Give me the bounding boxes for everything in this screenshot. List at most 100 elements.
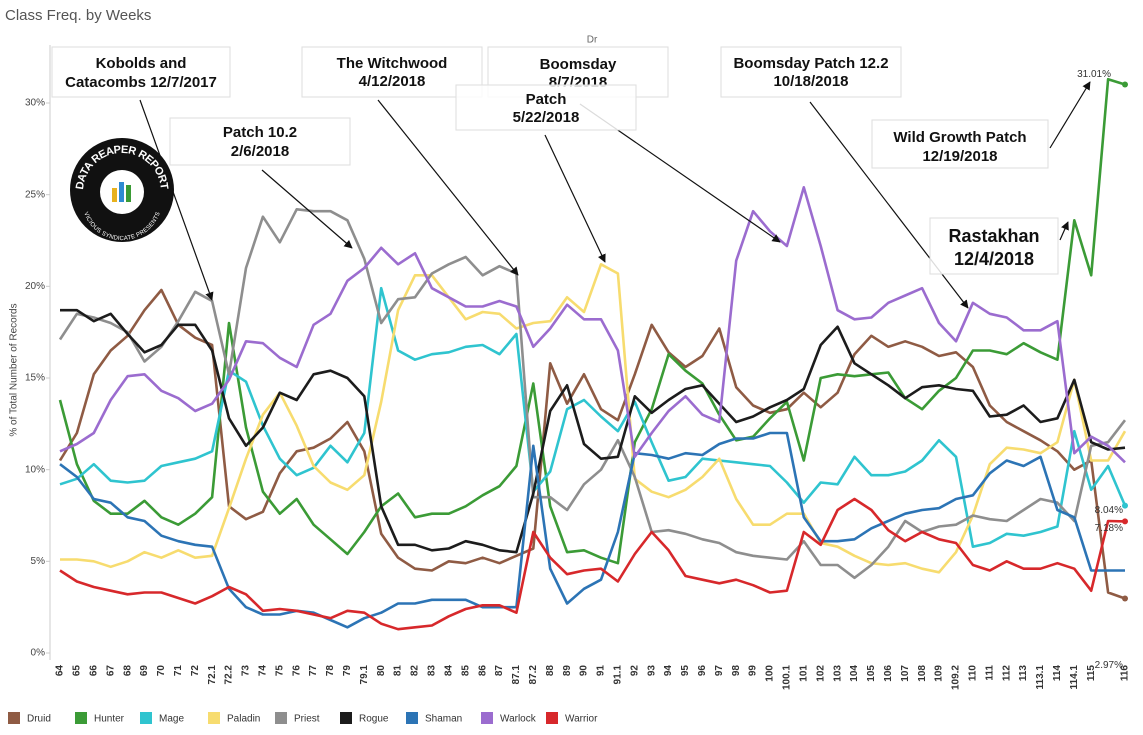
x-tick-label: 109.2 — [951, 665, 962, 690]
x-tick-label: 72.2 — [224, 665, 235, 685]
series-line — [59, 286, 1127, 548]
annotation-text: The Witchwood — [337, 55, 448, 72]
x-tick-label: 66 — [88, 665, 99, 677]
legend-swatch — [75, 712, 87, 724]
x-tick-label: 97 — [714, 665, 725, 677]
logo-bar — [126, 185, 131, 202]
x-tick-label: 91 — [596, 665, 607, 677]
annotation-text: 4/12/2018 — [359, 73, 426, 90]
x-tick-label: 100.1 — [782, 665, 793, 690]
x-tick-label: 114.1 — [1069, 665, 1080, 690]
x-tick-label: 87.1 — [511, 665, 522, 685]
x-tick-label: 82 — [410, 665, 421, 677]
legend-swatch — [340, 712, 352, 724]
series-line — [59, 497, 1126, 631]
legend-label: Rogue — [359, 714, 389, 725]
x-tick-label: 95 — [680, 665, 691, 677]
annotation-text: Catacombs 12/7/2017 — [65, 74, 217, 91]
x-tick-label: 105 — [866, 665, 877, 682]
value-label: 31.01% — [1077, 69, 1111, 80]
x-tick-label: 72.1 — [207, 665, 218, 685]
legend-label: Druid — [27, 714, 51, 725]
x-tick-label: 109 — [934, 665, 945, 682]
x-tick-label: 107 — [900, 665, 911, 682]
x-tick-label: 65 — [72, 665, 83, 677]
x-tick-label: 89 — [562, 665, 573, 677]
legend-label: Hunter — [94, 714, 125, 725]
x-tick-label: 70 — [156, 665, 167, 677]
annotation-text: Boomsday — [540, 56, 617, 73]
x-tick-label: 67 — [105, 665, 116, 677]
annotation-text: Wild Growth Patch — [893, 129, 1026, 146]
legend-swatch — [275, 712, 287, 724]
y-axis-label: % of Total Number of Records — [9, 303, 20, 436]
top-label: Dr — [587, 35, 598, 46]
x-tick-label: 86 — [477, 665, 488, 677]
x-tick-label: 84 — [443, 665, 454, 677]
legend-label: Paladin — [227, 714, 260, 725]
x-tick-label: 83 — [427, 665, 438, 677]
annotation-box — [169, 117, 351, 166]
series-line — [59, 186, 1126, 464]
series-line — [60, 263, 1127, 574]
value-label: 8.04% — [1095, 505, 1123, 516]
x-tick-label: 87 — [494, 665, 505, 677]
x-tick-label: 71 — [173, 665, 184, 677]
series-line — [58, 288, 1126, 600]
x-tick-label: 92 — [629, 665, 640, 677]
annotation-arrow — [139, 99, 214, 301]
annotation-text: 10/18/2018 — [773, 73, 848, 90]
x-tick-label: 101 — [798, 665, 809, 682]
x-tick-label: 90 — [579, 665, 590, 677]
legend-label: Shaman — [425, 714, 462, 725]
annotation-text: Patch 10.2 — [223, 124, 297, 141]
end-dot — [1122, 502, 1128, 509]
x-tick-label: 75 — [274, 665, 285, 677]
legend-label: Priest — [294, 714, 320, 725]
x-tick-label: 77 — [308, 665, 319, 677]
annotation-arrow — [261, 169, 353, 249]
x-tick-label: 104 — [849, 665, 860, 682]
annotation-text: 5/22/2018 — [513, 109, 580, 126]
x-tick-label: 112 — [1001, 665, 1012, 682]
logo-bar — [119, 182, 124, 202]
logo: DATA REAPER REPORT VICIOUS SYNDICATE PRE… — [70, 138, 174, 242]
legend-swatch — [208, 712, 220, 724]
x-tick-label: 116 — [1120, 665, 1131, 682]
x-tick-label: 114 — [1052, 665, 1063, 682]
annotation-box — [929, 217, 1059, 275]
x-tick-label: 64 — [55, 665, 66, 677]
x-tick-label: 102 — [815, 665, 826, 682]
logo-bar — [112, 188, 117, 202]
x-tick-label: 73 — [241, 665, 252, 677]
end-dot — [1122, 81, 1128, 88]
y-tick-label: 20% — [25, 281, 45, 292]
x-tick-label: 113 — [1018, 665, 1029, 682]
x-tick-label: 110 — [967, 665, 978, 682]
x-tick-label: 80 — [376, 665, 387, 677]
x-tick-label: 79 — [342, 665, 353, 677]
annotation-box — [871, 119, 1049, 169]
annotation-box — [455, 84, 637, 131]
value-label: 2.97% — [1095, 660, 1123, 671]
chart-title: Class Freq. by Weeks — [5, 7, 151, 24]
x-tick-label: 94 — [663, 665, 674, 677]
legend-swatch — [546, 712, 558, 724]
annotation-arrow — [1049, 81, 1091, 149]
x-tick-label: 113.1 — [1035, 665, 1046, 690]
annotation-text: 12/4/2018 — [954, 249, 1034, 269]
annotation-box — [51, 46, 231, 98]
y-tick-label: 25% — [25, 189, 45, 200]
y-tick-label: 10% — [25, 464, 45, 475]
value-label: 7.18% — [1095, 523, 1123, 534]
annotation-text: Boomsday Patch 12.2 — [733, 55, 888, 72]
x-tick-label: 98 — [731, 665, 742, 677]
y-tick-label: 30% — [25, 98, 45, 109]
x-tick-label: 81 — [393, 665, 404, 677]
legend-label: Mage — [159, 714, 184, 725]
x-tick-label: 103 — [832, 665, 843, 682]
x-tick-label: 69 — [139, 665, 150, 677]
y-tick-label: 5% — [31, 556, 46, 567]
annotation-text: Patch — [526, 91, 567, 108]
series-line — [60, 308, 1126, 554]
